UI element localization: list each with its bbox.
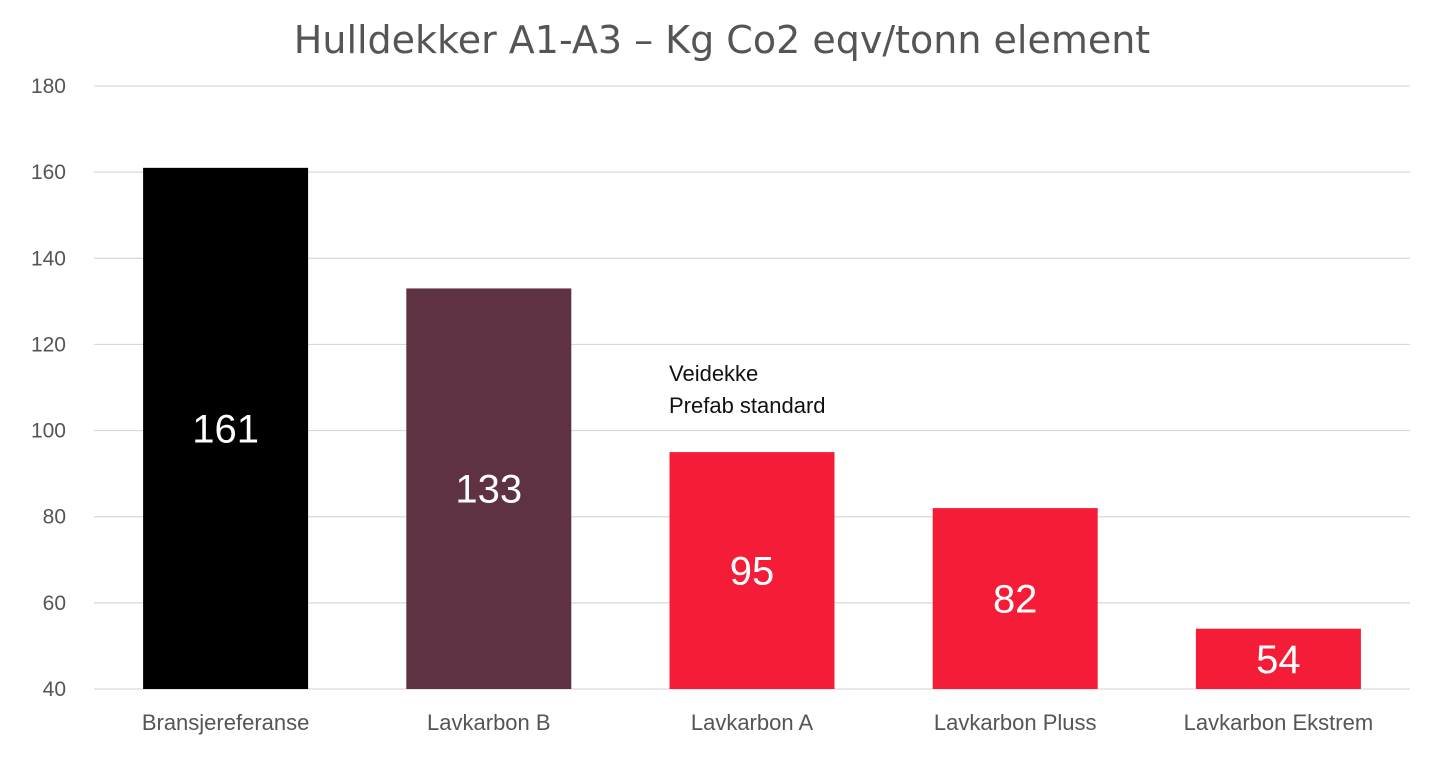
category-labels: Bransjereferanse Lavkarbon B Lavkarbon A La…: [142, 710, 1373, 735]
y-tick-label: 180: [31, 75, 66, 98]
data-label: 82: [993, 578, 1038, 622]
bar: [669, 452, 835, 689]
data-label: 133: [455, 468, 522, 512]
bar: [143, 167, 309, 690]
data-label: 161: [192, 407, 259, 451]
y-tick-label: 140: [31, 247, 66, 270]
y-axis-tick-labels: 40 60 80 100 120 140 160 180: [31, 75, 66, 701]
annotation: Veidekke Prefab standard: [669, 361, 826, 418]
category-label: Lavkarbon Ekstrem: [1184, 710, 1374, 735]
y-tick-label: 120: [31, 333, 66, 356]
y-tick-label: 60: [43, 592, 66, 615]
category-label: Lavkarbon Pluss: [934, 710, 1097, 735]
category-label: Lavkarbon A: [691, 710, 814, 735]
y-tick-label: 100: [31, 420, 66, 443]
category-label: Bransjereferanse: [142, 710, 310, 735]
y-tick-label: 80: [43, 506, 66, 529]
bar: [932, 508, 1098, 689]
bar: [406, 288, 572, 689]
annotation-line-2: Prefab standard: [669, 393, 826, 418]
annotation-line-1: Veidekke: [669, 361, 758, 386]
data-label: 54: [1256, 638, 1301, 682]
value-labels: 161 133 95 82 54: [192, 407, 1300, 681]
y-tick-label: 40: [43, 678, 66, 701]
y-tick-label: 160: [31, 161, 66, 184]
bars: [143, 167, 1361, 690]
data-label: 95: [730, 550, 775, 594]
chart-title: Hulldekker A1-A3 – Kg Co2 eqv/tonn eleme…: [294, 18, 1150, 62]
category-label: Lavkarbon B: [427, 710, 551, 735]
bar: [1195, 628, 1361, 689]
